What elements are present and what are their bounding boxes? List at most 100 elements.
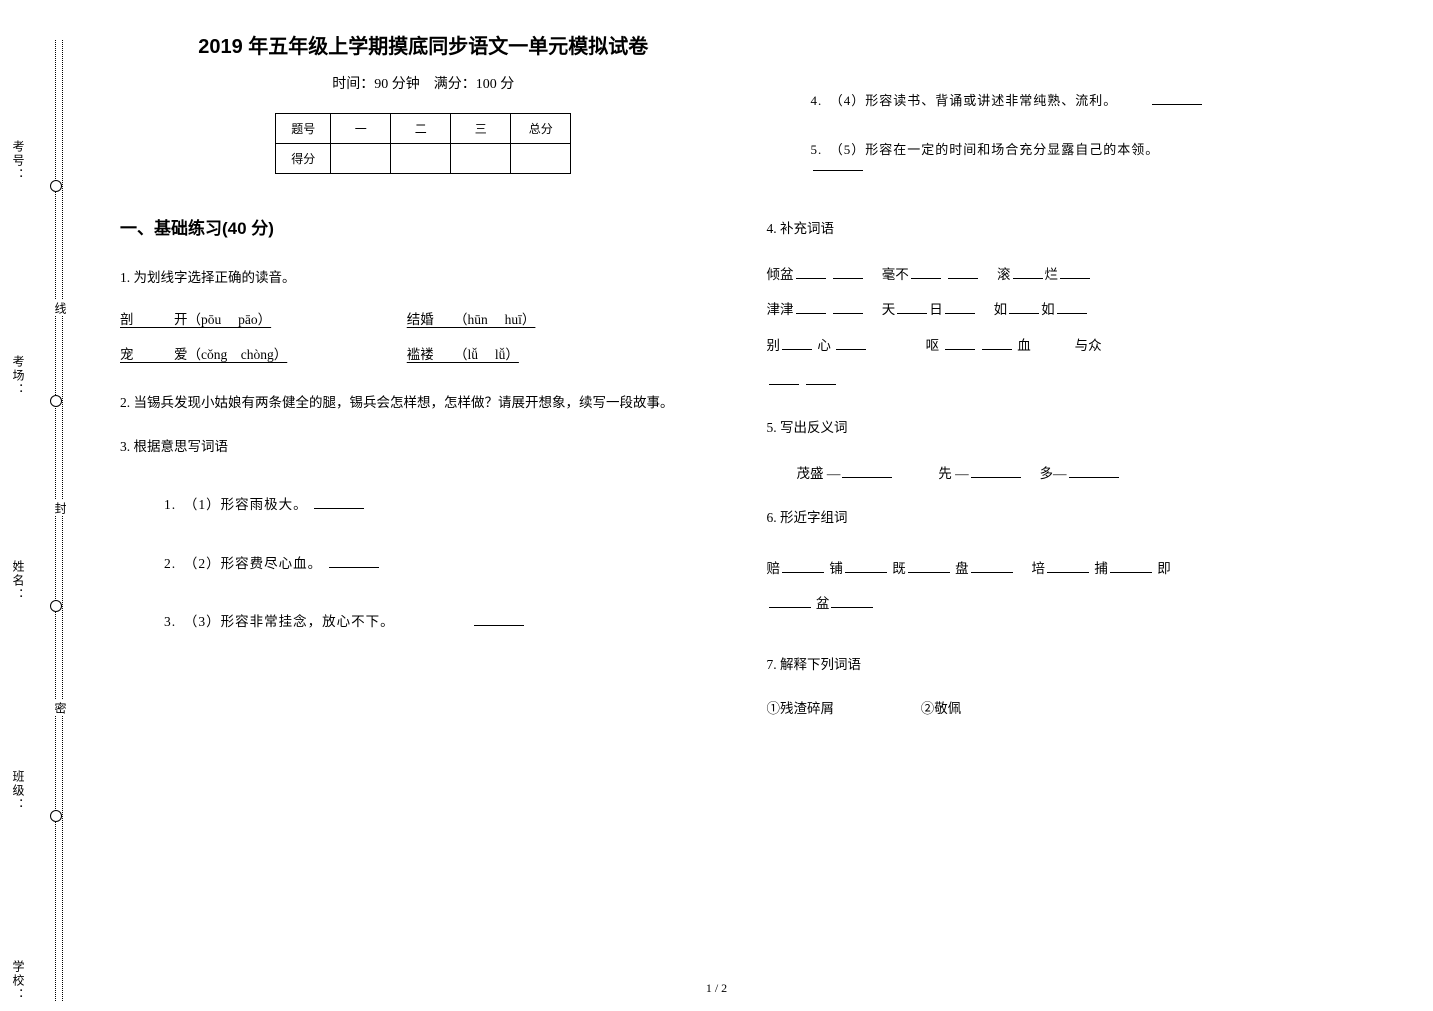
answer-blank[interactable] xyxy=(1047,559,1089,573)
exam-title: 2019 年五年级上学期摸底同步语文一单元模拟试卷 xyxy=(120,30,727,59)
q6-char: 捕 xyxy=(1094,561,1108,576)
answer-blank[interactable] xyxy=(833,266,863,280)
answer-blank[interactable] xyxy=(769,371,799,385)
dotted-line-2 xyxy=(62,40,63,1001)
answer-blank[interactable] xyxy=(806,371,836,385)
score-cell[interactable] xyxy=(331,144,391,174)
q6-char: 赔 xyxy=(767,561,781,576)
right-column: 4. （4）形容读书、背诵或讲述非常纯熟、流利。 5. （5）形容在一定的时间和… xyxy=(747,30,1394,991)
q3-item-2: 2. （2）形容费尽心血。 xyxy=(164,550,727,578)
answer-blank[interactable] xyxy=(833,301,863,315)
answer-blank[interactable] xyxy=(813,158,863,171)
q4-line2: 津津 天日 如如 xyxy=(767,292,1374,327)
answer-blank[interactable] xyxy=(1057,301,1087,315)
answer-blank[interactable] xyxy=(329,554,379,568)
score-cell[interactable] xyxy=(451,144,511,174)
answer-blank[interactable] xyxy=(782,559,824,573)
q6-stem: 6. 形近字组词 xyxy=(767,504,1374,532)
rail-circle xyxy=(50,810,62,822)
q5-stem: 5. 写出反义词 xyxy=(767,414,1374,442)
answer-blank[interactable] xyxy=(911,266,941,280)
q4-line3: 别 心 呕 血 与众 xyxy=(767,328,1374,398)
q1-stem: 1. 为划线字选择正确的读音。 xyxy=(120,264,727,292)
q5-word-3: 多— xyxy=(1040,466,1067,481)
answer-blank[interactable] xyxy=(1152,92,1202,105)
answer-blank[interactable] xyxy=(982,336,1012,350)
seal-char: 密 xyxy=(52,700,69,716)
answer-blank[interactable] xyxy=(769,594,811,608)
answer-blank[interactable] xyxy=(945,301,975,315)
question-3: 3. 根据意思写词语 1. （1）形容雨极大。 2. （2）形容费尽心血。 3.… xyxy=(120,433,727,636)
q6-line2: 盆 xyxy=(767,586,1374,621)
q1-row2-right: 褴褛 （lǚ lǚ） xyxy=(407,337,587,372)
answer-blank[interactable] xyxy=(1110,559,1152,573)
q4-stem: 4. 补充词语 xyxy=(767,215,1374,243)
rail-label-school: 学校： xyxy=(10,960,27,1002)
q6-char: 盘 xyxy=(955,561,969,576)
answer-blank[interactable] xyxy=(474,612,524,626)
q3-item-5-text: （5）形容在一定的时间和场合充分显露自己的本领。 xyxy=(836,142,1159,157)
answer-blank[interactable] xyxy=(782,336,812,350)
q7-stem: 7. 解释下列词语 xyxy=(767,651,1374,679)
rail-label-class: 班级： xyxy=(10,770,27,812)
rail-label-room: 考场： xyxy=(10,355,27,397)
rail-circle xyxy=(50,395,62,407)
th-3: 三 xyxy=(451,114,511,144)
rail-label-name: 姓名： xyxy=(10,560,27,602)
th-total: 总分 xyxy=(511,114,571,144)
answer-blank[interactable] xyxy=(836,336,866,350)
content-area: 2019 年五年级上学期摸底同步语文一单元模拟试卷 时间：90 分钟 满分：10… xyxy=(80,0,1433,1011)
answer-blank[interactable] xyxy=(1009,301,1039,315)
q3-item-4: 4. （4）形容读书、背诵或讲述非常纯熟、流利。 xyxy=(811,90,1374,109)
q7-items: ①残渣碎屑 ②敬佩 xyxy=(767,695,1374,723)
th-number: 题号 xyxy=(276,114,331,144)
answer-blank[interactable] xyxy=(945,336,975,350)
q5-row: 茂盛 — 先 — 多— xyxy=(767,460,1374,488)
answer-blank[interactable] xyxy=(845,559,887,573)
q1-row1-left: 剖 开（pōu pāo） xyxy=(120,302,360,337)
q1-row2-left: 宠 爱（cǒng chòng） xyxy=(120,337,360,372)
q6-char: 盆 xyxy=(816,596,830,611)
answer-blank[interactable] xyxy=(842,465,892,479)
th-2: 二 xyxy=(391,114,451,144)
answer-blank[interactable] xyxy=(314,496,364,510)
answer-blank[interactable] xyxy=(908,559,950,573)
q3-item-3: 3. （3）形容非常挂念，放心不下。 xyxy=(164,608,727,636)
answer-blank[interactable] xyxy=(1060,266,1090,280)
score-cell[interactable] xyxy=(391,144,451,174)
answer-blank[interactable] xyxy=(948,266,978,280)
q5-word-2: 先 — xyxy=(938,466,968,481)
q3-item-1-text: （1）形容雨极大。 xyxy=(191,497,308,512)
q7-item-1: ①残渣碎屑 xyxy=(767,701,835,716)
answer-blank[interactable] xyxy=(971,465,1021,479)
answer-blank[interactable] xyxy=(971,559,1013,573)
q4-line1: 倾盆 毫不 滚烂 xyxy=(767,257,1374,292)
seal-char: 封 xyxy=(52,500,69,516)
q6-line1: 赔 铺 既 盘 培 捕 即 xyxy=(767,551,1374,586)
q1-row1-right: 结婚 （hūn huī） xyxy=(407,302,587,337)
page-footer: 1 / 2 xyxy=(706,981,727,996)
rail-circle xyxy=(50,180,62,192)
question-5: 5. 写出反义词 茂盛 — 先 — 多— xyxy=(767,414,1374,489)
answer-blank[interactable] xyxy=(831,594,873,608)
answer-blank[interactable] xyxy=(796,301,826,315)
answer-blank[interactable] xyxy=(1069,465,1119,479)
q3-item-3-text: （3）形容非常挂念，放心不下。 xyxy=(191,614,395,629)
q3-item-2-text: （2）形容费尽心血。 xyxy=(191,556,323,571)
answer-blank[interactable] xyxy=(1013,266,1043,280)
question-1: 1. 为划线字选择正确的读音。 剖 开（pōu pāo） 结婚 （hūn huī… xyxy=(120,264,727,373)
rail-circle xyxy=(50,600,62,612)
score-cell[interactable] xyxy=(511,144,571,174)
left-column: 2019 年五年级上学期摸底同步语文一单元模拟试卷 时间：90 分钟 满分：10… xyxy=(100,30,747,991)
question-6: 6. 形近字组词 赔 铺 既 盘 培 捕 即 盆 xyxy=(767,504,1374,621)
q3-item-1: 1. （1）形容雨极大。 xyxy=(164,491,727,519)
question-4: 4. 补充词语 倾盆 毫不 滚烂 津津 天日 如如 别 心 呕 血 与众 xyxy=(767,215,1374,398)
q3-item-5: 5. （5）形容在一定的时间和场合充分显露自己的本领。 xyxy=(811,139,1374,175)
question-2: 2. 当锡兵发现小姑娘有两条健全的腿，锡兵会怎样想，怎样做？请展开想象，续写一段… xyxy=(120,389,727,417)
q7-item-2: ②敬佩 xyxy=(921,701,962,716)
answer-blank[interactable] xyxy=(897,301,927,315)
answer-blank[interactable] xyxy=(796,266,826,280)
q6-char: 即 xyxy=(1157,561,1171,576)
q3-item-4-text: （4）形容读书、背诵或讲述非常纯熟、流利。 xyxy=(836,93,1117,108)
q5-word-1: 茂盛 — xyxy=(797,466,841,481)
